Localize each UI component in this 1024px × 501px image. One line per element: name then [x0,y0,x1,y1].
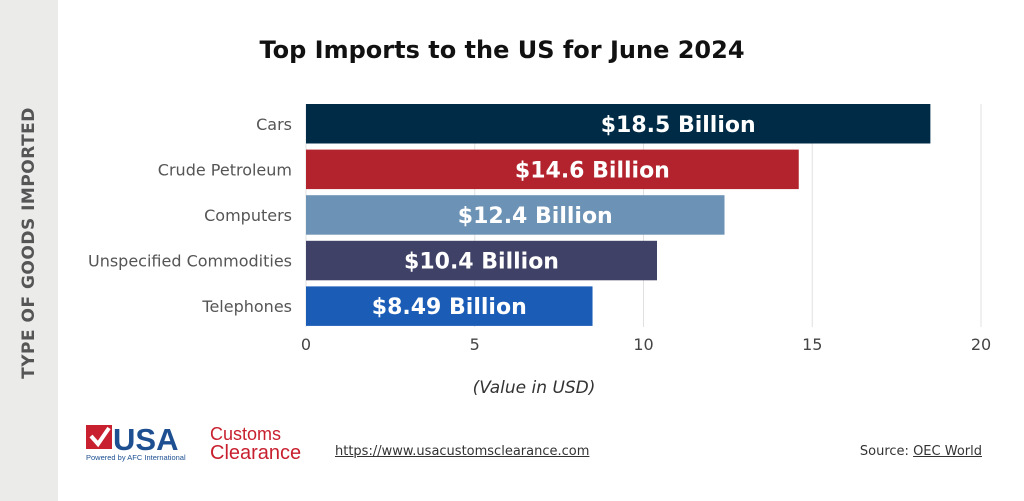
category-label: Computers [204,206,292,225]
svg-text:Clearance: Clearance [210,442,301,463]
x-tick-label: 20 [971,335,991,354]
bar-telephones [306,286,593,326]
x-tick-label: 10 [633,335,653,354]
source-note: Source: OEC World [860,444,982,459]
category-label: Crude Petroleum [158,160,292,179]
source-label: Source: [859,444,909,459]
bar-cars [306,104,931,144]
x-tick-label: 15 [802,335,822,354]
svg-text:USA: USA [113,423,178,457]
data-label: $18.5 Billion [601,113,756,138]
bar-crude-petroleum [306,149,799,190]
bar-computers [306,195,725,235]
category-label: Cars [256,115,292,134]
svg-text:Powered by AFC International: Powered by AFC International [86,453,186,462]
website-link[interactable]: https://www.usacustomsclearance.com [335,444,590,459]
usa-customs-clearance-logo: USA Customs Clearance Powered by AFC Int… [86,423,301,463]
svg-text:Customs: Customs [210,424,281,444]
x-tick-label: 5 [470,335,480,354]
data-label: $12.4 Billion [458,204,613,229]
side-strip [0,0,58,501]
x-axis-label: (Value in USD) [472,378,596,398]
category-label: Telephones [201,297,292,316]
data-label: $10.4 Billion [404,250,559,275]
x-tick-label: 0 [301,335,311,354]
chart-title: Top Imports to the US for June 2024 [259,36,745,64]
source-link[interactable]: OEC World [913,444,982,459]
data-label: $8.49 Billion [372,295,527,320]
bar-unspecified-commodities [306,240,657,281]
category-label: Unspecified Commodities [88,252,292,271]
data-label: $14.6 Billion [515,158,670,183]
